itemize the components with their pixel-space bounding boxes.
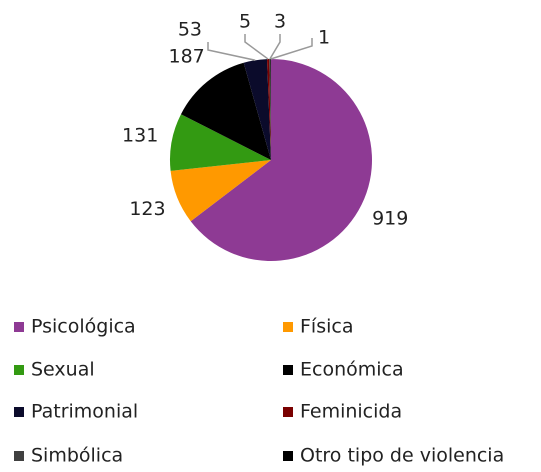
legend-swatch — [14, 365, 24, 375]
leader-line — [245, 34, 268, 59]
data-label: 3 — [274, 11, 286, 33]
legend-swatch — [283, 407, 293, 417]
legend-label: Física — [300, 316, 353, 338]
data-label: 5 — [239, 11, 251, 33]
leader-line — [270, 34, 280, 59]
legend-label: Otro tipo de violencia — [300, 445, 504, 467]
data-label: 187 — [169, 46, 205, 68]
data-label: 123 — [129, 198, 165, 220]
legend-label: Simbólica — [31, 445, 123, 467]
data-label: 131 — [122, 125, 158, 147]
legend-label: Feminicida — [300, 401, 402, 423]
legend-label: Sexual — [31, 359, 95, 381]
legend-swatch — [14, 451, 24, 461]
legend-swatch — [14, 407, 24, 417]
legend-swatch — [14, 322, 24, 332]
data-label: 53 — [178, 19, 202, 41]
legend-swatch — [283, 451, 293, 461]
legend-swatch — [283, 322, 293, 332]
legend-swatch — [283, 365, 293, 375]
legend-label: Psicológica — [31, 316, 136, 338]
data-label: 919 — [372, 207, 408, 229]
legend-label: Económica — [300, 359, 404, 381]
data-label: 1 — [318, 27, 330, 49]
legend-label: Patrimonial — [31, 401, 138, 423]
